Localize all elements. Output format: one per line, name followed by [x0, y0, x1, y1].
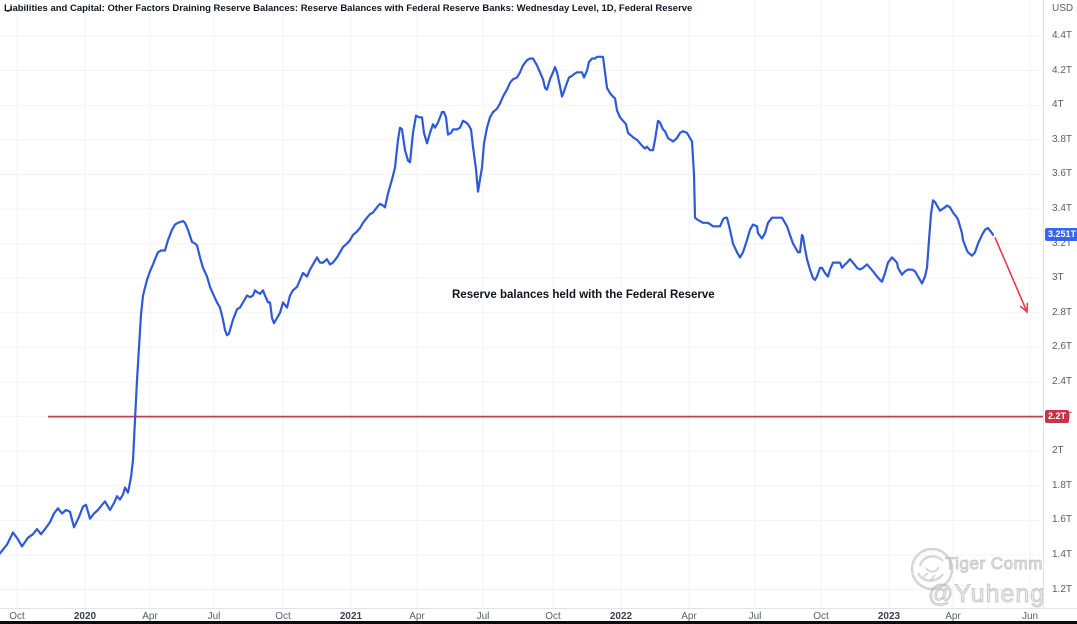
price-tick-label: 1.2T [1052, 584, 1073, 595]
chart-canvas[interactable] [0, 0, 1043, 608]
price-tick-label: 2.6T [1052, 341, 1073, 352]
line-series[interactable] [0, 55, 995, 555]
trend-arrow-head[interactable] [1019, 302, 1029, 314]
price-tick-label: 3.8T [1052, 134, 1073, 145]
time-tick-label[interactable]: Apr [681, 611, 697, 622]
price-tick-label: 4.4T [1052, 30, 1073, 41]
price-tick-label: 1.4T [1052, 549, 1073, 560]
time-tick-label[interactable]: 2022 [609, 611, 633, 622]
time-tick-label[interactable]: Jun [1021, 611, 1039, 622]
price-tick-label: 2T [1052, 445, 1064, 456]
time-tick-label[interactable]: Apr [945, 611, 961, 622]
chart-annotation[interactable]: Reserve balances held with the Federal R… [452, 289, 715, 301]
time-tick-label[interactable]: Jul [207, 611, 221, 622]
price-tick-label: 1.8T [1052, 480, 1073, 491]
price-axis[interactable]: USD 4.4T 4.2T 4T 3.8T 3.6T 3.4T 3.2T 3T 2.8T 2.6T… [1043, 0, 1077, 608]
time-tick-label[interactable]: Apr [409, 611, 425, 622]
chart-pane[interactable] [0, 0, 1043, 608]
corner-mark-icon [5, 5, 12, 12]
price-tick-label: 4.2T [1052, 65, 1073, 76]
time-tick-label[interactable]: 2020 [73, 611, 97, 622]
hline-price-badge: 2.2T [1045, 410, 1070, 423]
time-tick-label[interactable]: 2021 [339, 611, 363, 622]
price-tick-label: 4T [1052, 99, 1064, 110]
time-axis[interactable]: Oct 2020 Apr Jul Oct 2021 Apr Jul Oct 2022 Apr Jul O… [0, 608, 1077, 622]
time-tick-label[interactable]: Oct [813, 611, 829, 622]
time-tick-label[interactable]: Jul [748, 611, 762, 622]
chart-title: Liabilities and Capital: Other Factors D… [4, 3, 693, 14]
price-tick-label: 3.6T [1052, 168, 1073, 179]
last-price-badge: 3.251T [1045, 228, 1077, 241]
bottom-strip [0, 621, 1077, 624]
time-tick-label[interactable]: Oct [545, 611, 561, 622]
time-tick-label[interactable]: 2023 [877, 611, 901, 622]
price-tick-label: 1.6T [1052, 514, 1073, 525]
price-tick-label: 3T [1052, 272, 1064, 283]
price-tick-label: 3.4T [1052, 203, 1073, 214]
currency-label: USD [1052, 3, 1074, 14]
price-tick-label: 3.2T [1052, 238, 1073, 249]
price-tick-label: 2.4T [1052, 376, 1073, 387]
time-tick-label[interactable]: Apr [142, 611, 158, 622]
price-tick-label: 2.8T [1052, 307, 1073, 318]
time-tick-label[interactable]: Jul [476, 611, 490, 622]
trend-arrow[interactable] [994, 237, 1028, 313]
time-tick-label[interactable]: Oct [9, 611, 25, 622]
time-tick-label[interactable]: Oct [275, 611, 291, 622]
